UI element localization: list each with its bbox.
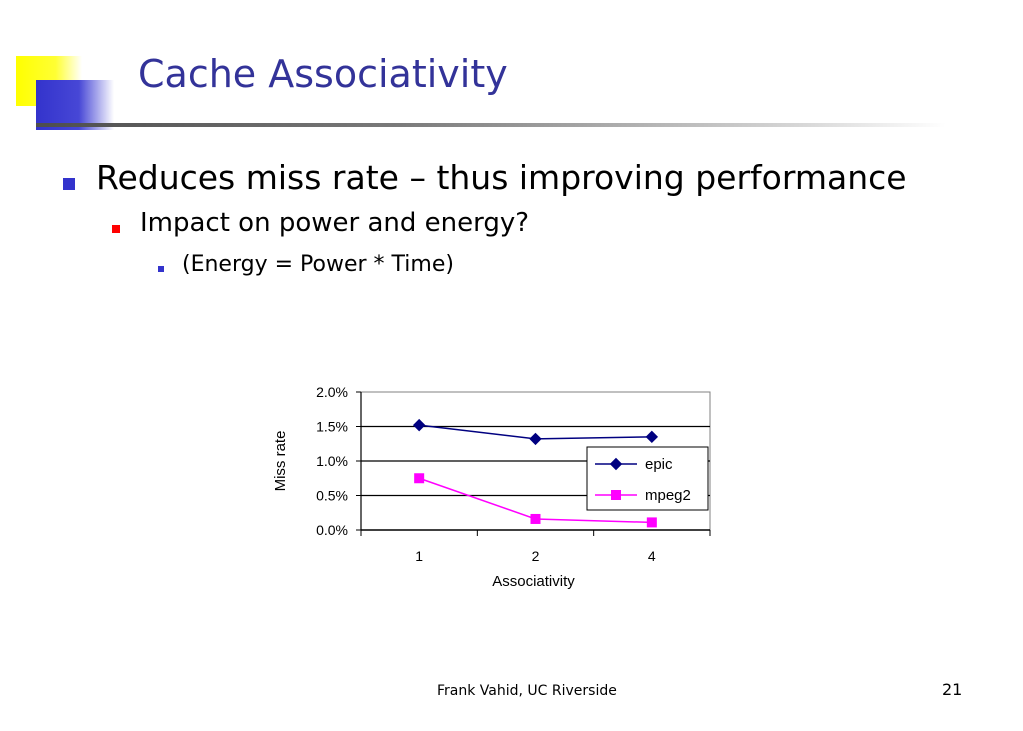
bullet-level3: (Energy = Power * Time) <box>182 252 454 277</box>
footer-credit: Frank Vahid, UC Riverside <box>437 683 617 699</box>
data-point-mpeg2 <box>646 517 657 528</box>
x-tick-label: 4 <box>648 548 656 564</box>
bullet-marker-level2 <box>112 225 120 233</box>
page-number: 21 <box>942 680 963 699</box>
y-axis-label: Miss rate <box>272 431 289 492</box>
title-divider <box>36 123 946 127</box>
bullet-level2: Impact on power and energy? <box>140 208 530 238</box>
x-axis-label: Associativity <box>492 573 575 590</box>
legend-box <box>586 446 709 511</box>
slide-title: Cache Associativity <box>138 52 508 96</box>
y-tick-label: 0.5% <box>316 488 348 504</box>
bullet-level1: Reduces miss rate – thus improving perfo… <box>96 158 907 197</box>
x-tick-label: 2 <box>532 548 540 564</box>
y-tick-label: 1.0% <box>316 453 348 469</box>
data-point-epic <box>412 418 426 432</box>
y-tick-label: 1.5% <box>316 419 348 435</box>
x-tick-label: 1 <box>415 548 423 564</box>
bullet-marker-level1 <box>63 178 75 190</box>
y-tick-label: 0.0% <box>316 522 348 538</box>
legend-swatch-marker-epic <box>609 457 623 471</box>
data-point-mpeg2 <box>530 513 541 524</box>
y-tick-label: 2.0% <box>316 384 348 400</box>
data-point-mpeg2 <box>414 473 425 484</box>
data-point-epic <box>529 432 542 446</box>
legend-label-epic: epic <box>645 456 673 473</box>
legend-swatch-marker-mpeg2 <box>611 490 621 500</box>
bullet-marker-level3 <box>158 266 164 272</box>
legend-label-mpeg2: mpeg2 <box>645 487 691 504</box>
decor-blue-block <box>36 80 114 130</box>
data-point-epic <box>645 430 659 444</box>
